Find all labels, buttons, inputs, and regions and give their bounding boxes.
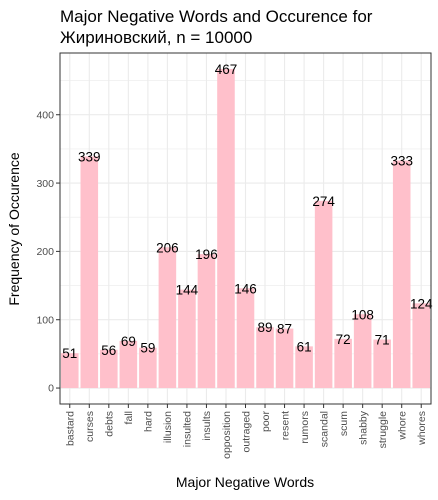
bar-opposition	[217, 68, 235, 389]
bar-value-label: 144	[176, 283, 199, 298]
y-tick-label: 300	[36, 178, 54, 190]
x-tick-label: rumors	[299, 411, 311, 444]
bar-resent	[275, 328, 294, 389]
chart-title-line-1: Major Negative Words and Occurence for	[60, 7, 373, 26]
x-tick-label: opposition	[221, 411, 233, 459]
x-tick-label: scandal	[318, 411, 330, 447]
bar-value-label: 56	[101, 343, 116, 358]
bar-value-label: 51	[62, 346, 77, 361]
x-tick-label: outraged	[240, 411, 252, 453]
bar-poor	[256, 327, 274, 389]
bar-value-label: 72	[336, 332, 351, 347]
x-tick-label: poor	[260, 410, 272, 432]
bar-value-label: 71	[375, 333, 390, 348]
x-tick-label: debts	[104, 411, 116, 437]
x-tick-label: hard	[143, 411, 155, 432]
x-tick-label: whore	[397, 411, 409, 441]
bar-value-label: 339	[78, 149, 101, 164]
x-tick-label: insults	[201, 411, 213, 441]
y-tick-label: 400	[36, 109, 54, 121]
x-tick-label: curses	[84, 411, 96, 442]
bar-whores	[412, 303, 431, 389]
bar-value-label: 87	[277, 322, 292, 337]
x-tick-label: shabby	[357, 410, 369, 445]
bar-scum	[334, 338, 352, 389]
bar-shabby	[353, 314, 372, 389]
bar-value-label: 89	[258, 320, 273, 335]
x-axis-title: Major Negative Words	[176, 474, 314, 490]
bar-insults	[197, 254, 216, 389]
bar-value-label: 61	[297, 339, 312, 354]
x-tick-label: whores	[416, 411, 428, 446]
y-axis-title: Frequency of Occurence	[6, 152, 22, 306]
bar-value-label: 467	[215, 62, 238, 77]
bar-hard	[139, 347, 157, 389]
x-tick-label: illusion	[162, 411, 174, 443]
bar-illusion	[158, 247, 177, 389]
bar-insulted	[178, 289, 196, 389]
bar-value-label: 274	[312, 194, 335, 209]
x-tick-label: struggle	[377, 411, 389, 449]
bar-value-label: 69	[121, 334, 136, 349]
bar-bastard	[60, 353, 79, 389]
bar-value-label: 206	[156, 240, 179, 255]
bar-value-label: 124	[410, 296, 433, 311]
bar-value-label: 333	[390, 154, 413, 169]
chart-title-line-2: Жириновский, n = 10000	[60, 28, 252, 47]
y-tick-label: 100	[36, 314, 54, 326]
bar-curses	[80, 156, 99, 389]
bar-value-label: 59	[140, 341, 155, 356]
bar-struggle	[373, 339, 391, 389]
x-tick-label: fall	[123, 411, 135, 424]
bar-value-label: 146	[234, 281, 257, 296]
x-tick-label: insulted	[182, 411, 194, 447]
x-tick-label: resent	[279, 411, 291, 440]
y-tick-label: 200	[36, 246, 54, 258]
x-tick-label: scum	[338, 411, 350, 436]
bar-rumors	[295, 346, 313, 389]
x-tick-label: bastard	[65, 411, 77, 446]
bar-scandal	[314, 200, 333, 389]
bar-value-label: 196	[195, 247, 218, 262]
bar-debts	[100, 349, 118, 389]
bar-whore	[392, 160, 411, 389]
bar-value-label: 108	[351, 307, 374, 322]
y-tick-label: 0	[48, 383, 54, 395]
plot-area: 0 100 200 300 400 51 339 56 69 59 206 144 196 467 146 8…	[36, 52, 433, 459]
bar-fall	[119, 340, 138, 389]
bar-outraged	[236, 288, 255, 389]
